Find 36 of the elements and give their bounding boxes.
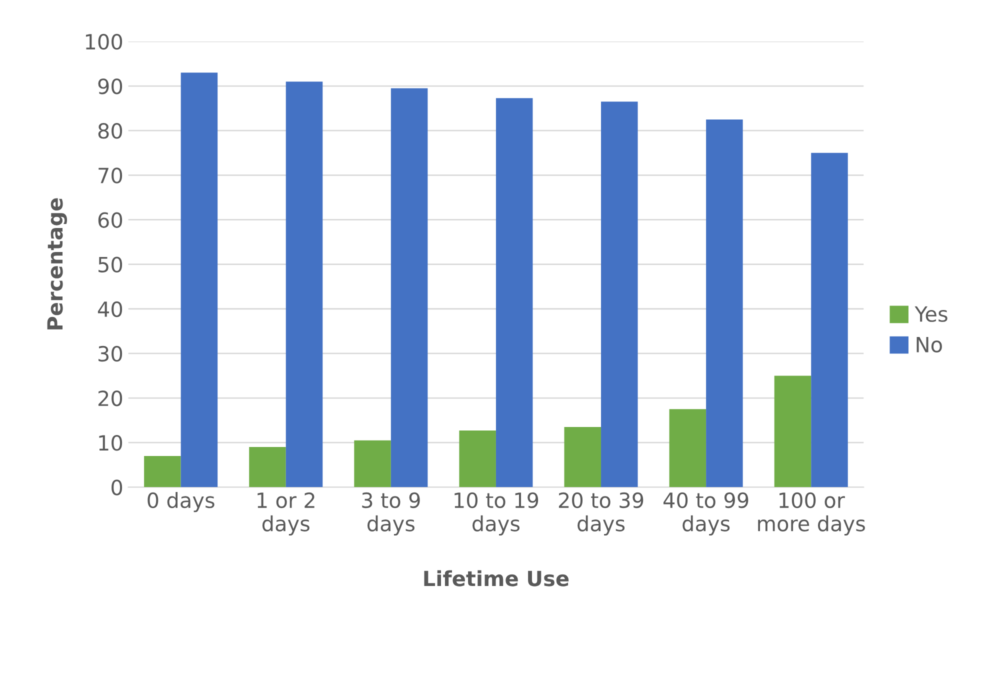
bar bbox=[286, 82, 323, 488]
y-tick-label: 50 bbox=[98, 256, 122, 273]
legend-label: No bbox=[916, 337, 942, 352]
y-tick-label: 30 bbox=[98, 346, 122, 362]
y-tick-label: 10 bbox=[99, 435, 122, 451]
bar bbox=[390, 88, 428, 488]
x-tick-label: 100 or more days bbox=[758, 492, 865, 536]
y-tick-label: 80 bbox=[98, 123, 122, 139]
y-tick-label: 0 bbox=[112, 480, 122, 496]
x-axis-title: Lifetime Use bbox=[424, 570, 569, 586]
bar bbox=[180, 72, 218, 488]
bar bbox=[564, 426, 602, 488]
y-tick-label: 100 bbox=[86, 34, 122, 50]
bar bbox=[706, 119, 743, 488]
y-tick-label: 40 bbox=[98, 301, 122, 318]
x-tick-label: 1 or 2 days bbox=[258, 492, 314, 536]
x-tick-label: 3 to 9 days bbox=[362, 492, 420, 536]
bar bbox=[601, 102, 638, 488]
y-tick-label: 90 bbox=[98, 78, 122, 94]
bar bbox=[354, 440, 391, 488]
y-axis-title: Percentage bbox=[47, 198, 68, 330]
y-tick-label: 60 bbox=[98, 212, 122, 228]
bar bbox=[669, 409, 706, 488]
bar bbox=[459, 430, 496, 488]
x-tick-label: 0 days bbox=[148, 492, 214, 512]
y-tick-label: 20 bbox=[98, 390, 122, 406]
bar bbox=[249, 447, 286, 488]
x-tick-label: 20 to 39 days bbox=[558, 492, 644, 536]
x-tick-label: 40 to 99 days bbox=[663, 492, 748, 536]
bar bbox=[144, 456, 181, 488]
bar bbox=[774, 376, 812, 488]
legend-label: Yes bbox=[914, 306, 948, 322]
y-tick-label: 70 bbox=[98, 168, 122, 184]
bar bbox=[496, 98, 533, 488]
x-tick-label: 10 to 19 days bbox=[454, 492, 538, 536]
bar bbox=[811, 152, 848, 488]
